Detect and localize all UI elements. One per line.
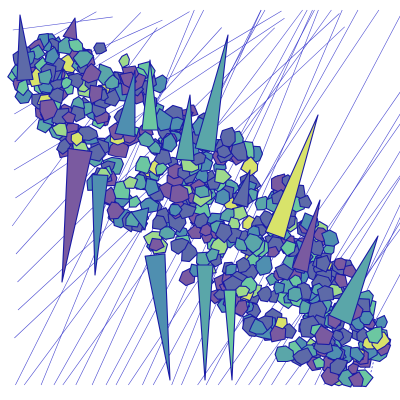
voronoi-cell (88, 84, 104, 105)
voronoi-cell (225, 263, 238, 276)
voronoi-cell (170, 237, 190, 255)
voronoi-cell (214, 222, 233, 244)
voronoi-cell (16, 78, 29, 97)
voronoi-cell (274, 316, 288, 330)
voronoi-cell (151, 214, 168, 231)
voronoi-cell (118, 53, 130, 69)
voronoi-cell (312, 356, 325, 369)
voronoi-spike-cell (16, 14, 34, 82)
voronoi-cell (298, 194, 313, 209)
voronoi-cell (72, 50, 95, 69)
voronoi-cell (37, 68, 53, 85)
voronoi-cell (56, 138, 72, 155)
voronoi-cell (274, 345, 295, 363)
voronoi-cell (240, 156, 259, 177)
voronoi-spike-cell (231, 169, 251, 208)
voronoi-spikes (16, 14, 379, 381)
voronoi-cell (314, 324, 335, 346)
voronoi-spike-cell (291, 199, 321, 273)
voronoi-cell (287, 286, 303, 303)
voronoi-cell (128, 195, 142, 208)
voronoi-ray (197, 91, 400, 386)
voronoi-cell (61, 111, 77, 124)
voronoi-ray (115, 9, 315, 386)
voronoi-spike-cell (194, 34, 229, 153)
voronoi-cell (44, 46, 60, 65)
voronoi-spike-cell (223, 289, 237, 381)
voronoi-cell (80, 63, 102, 84)
voronoi-ray (12, 16, 113, 31)
voronoi-cell (243, 233, 264, 254)
voronoi-spike-cell (91, 174, 109, 276)
voronoi-cell (70, 131, 84, 147)
voronoi-spike-cell (175, 94, 195, 162)
voronoi-cell (168, 203, 183, 217)
voronoi-cell (68, 38, 84, 53)
voronoi-cell (292, 347, 314, 366)
voronoi-spike-cell (265, 114, 319, 239)
voronoi-cell (330, 329, 345, 342)
voronoi-cell (256, 285, 272, 303)
voronoi-cell (106, 201, 125, 220)
voronoi-ray (17, 13, 340, 311)
voronoi-ray (259, 150, 400, 386)
voronoi-cell (334, 273, 349, 289)
voronoi-cell (104, 74, 120, 90)
voronoi-cell (273, 281, 286, 295)
voronoi-cell (93, 42, 108, 55)
voronoi-spike-cell (328, 235, 379, 326)
voronoi-cell (230, 141, 248, 161)
voronoi-cells (7, 32, 392, 388)
voronoi-cell (137, 130, 156, 148)
voronoi-cell (155, 162, 169, 176)
voronoi-cell (234, 285, 251, 298)
voronoi-cell (365, 326, 383, 344)
voronoi-cell (274, 263, 295, 281)
voronoi-cell (88, 143, 107, 162)
voronoi-spike-cell (114, 69, 136, 138)
voronoi-cell (162, 132, 178, 153)
voronoi-cell (329, 357, 348, 376)
voronoi-spike-cell (141, 59, 159, 131)
voronoi-cell (316, 285, 335, 303)
voronoi-cell (194, 184, 210, 199)
voronoi-cell (148, 237, 165, 252)
voronoi-cell (214, 168, 232, 185)
voronoi-ray (17, 27, 275, 283)
voronoi-cell (349, 346, 365, 363)
voronoi-ray (248, 175, 400, 386)
voronoi-spike-cell (62, 17, 78, 41)
voronoi-cell (205, 248, 220, 263)
voronoi-spike-cell (144, 253, 171, 381)
voronoi-cell (321, 229, 340, 247)
voronoi-cell (134, 155, 152, 175)
voronoi-cell (288, 274, 303, 288)
voronoi-cell (214, 188, 231, 206)
voronoi-cell (60, 76, 73, 90)
voronoi-cell (219, 126, 236, 148)
voronoi-cell (186, 223, 203, 240)
voronoi-spike-cell (61, 147, 93, 283)
voronoi-cell (144, 177, 160, 197)
voronoi-spike-cell (196, 264, 214, 381)
voronoi-cell (176, 202, 197, 220)
voronoi-cell (189, 151, 207, 166)
voronoi-cell (255, 255, 273, 276)
voronoi-cell (280, 239, 297, 257)
voronoi-cell (51, 122, 68, 138)
voronoi-cell (315, 254, 331, 273)
voronoi-cell (232, 299, 249, 317)
voronoi-cell (248, 318, 268, 335)
voronoi-cell (216, 144, 232, 159)
voronoi-cell (333, 257, 347, 271)
voronoi-cell (48, 87, 65, 104)
voronoi-cell (122, 175, 139, 189)
voronoi-cell (227, 216, 241, 230)
voronoi-cell (348, 371, 364, 387)
voronoi-spike-cell (130, 207, 150, 231)
